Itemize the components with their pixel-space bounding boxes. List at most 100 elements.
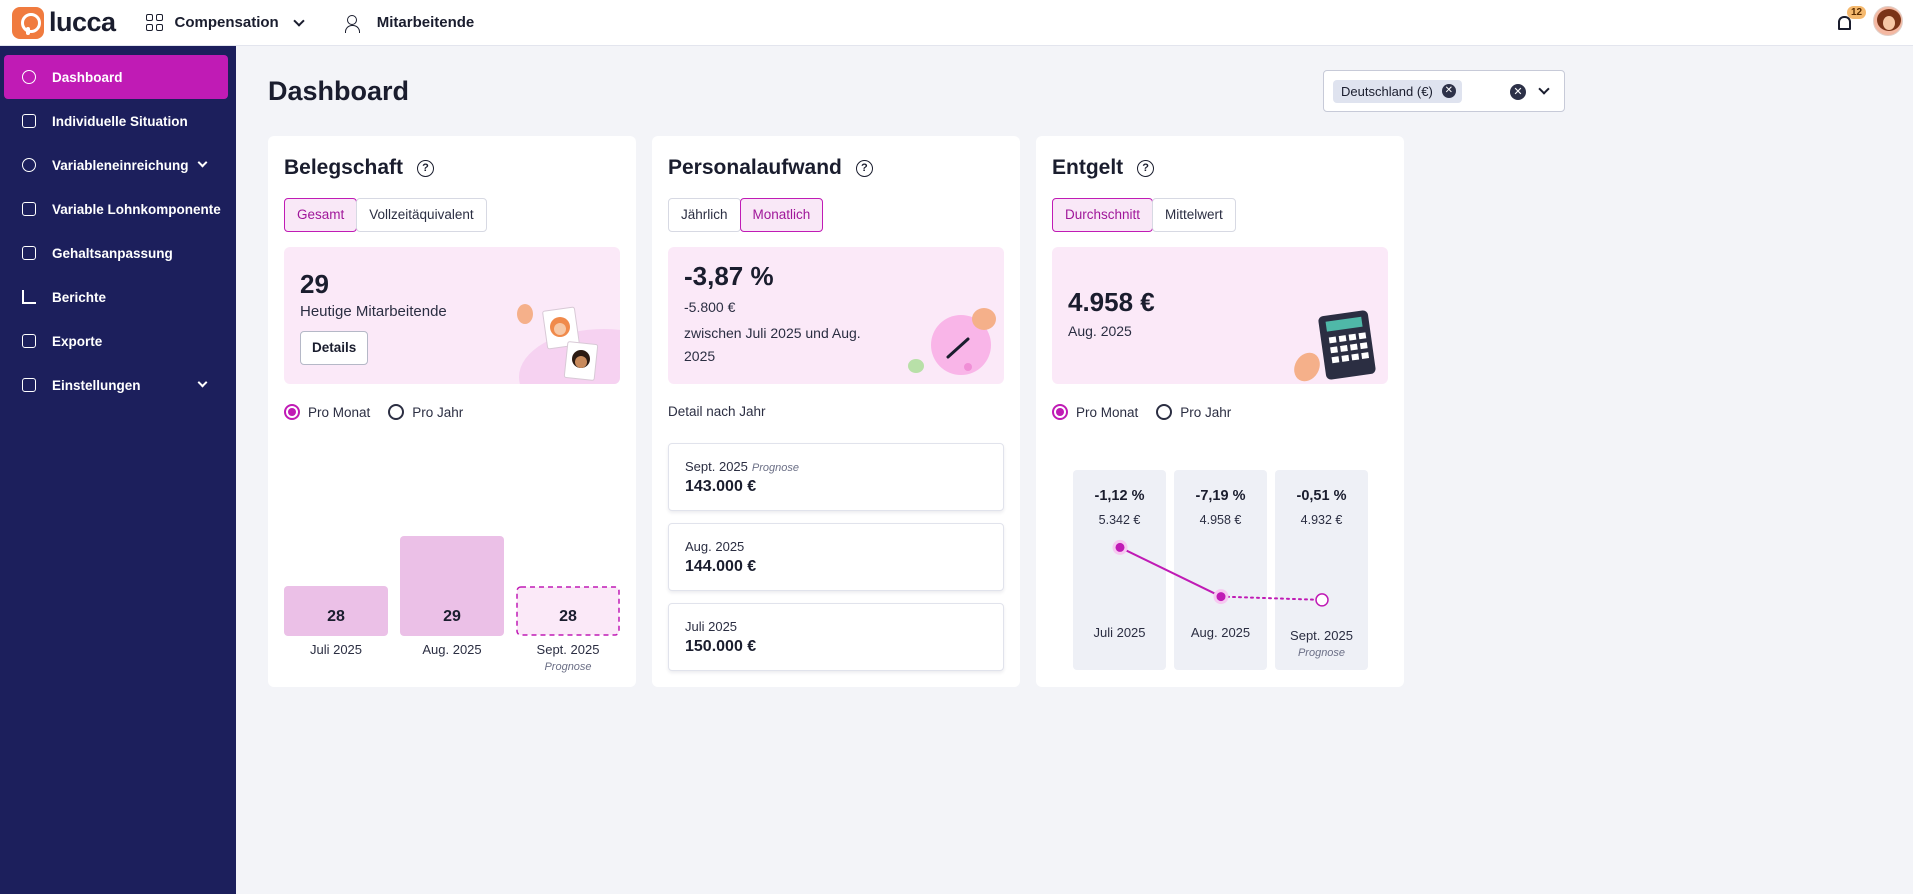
- gauge-icon: [20, 68, 38, 86]
- headcount-value: 29: [300, 269, 329, 299]
- salary-amount: 5.342 €: [1098, 513, 1141, 527]
- forecast-tag: Prognose: [544, 661, 592, 673]
- sidebar-item-dashboard[interactable]: Dashboard: [4, 55, 228, 99]
- salary-change-pct: -0,51 %: [1296, 488, 1347, 504]
- bar-category-label: Sept. 2025: [536, 642, 600, 657]
- year-label-text: Aug. 2025: [685, 539, 745, 554]
- salary-metric-toggle: Durchschnitt Mittelwert: [1052, 198, 1236, 232]
- tab-total[interactable]: Gesamt: [284, 198, 358, 232]
- help-icon[interactable]: ?: [417, 159, 435, 177]
- headcount-bar[interactable]: [400, 536, 504, 636]
- people-illustration-icon: [517, 304, 620, 384]
- card-title: Entgelt ?: [1052, 156, 1155, 180]
- salary-period-label: Aug. 2025: [1190, 625, 1251, 640]
- radio-per-month[interactable]: Pro Monat: [284, 404, 370, 420]
- sidebar-item-label: Variableneinreichung: [52, 157, 189, 173]
- employees-link-label: Mitarbeitende: [376, 14, 475, 31]
- piggy-bank-illustration-icon: [908, 308, 996, 375]
- forecast-tag: Prognose: [1297, 647, 1346, 659]
- cost-period-toggle: Jährlich Monatlich: [668, 198, 824, 232]
- chevron-down-icon: [197, 157, 208, 168]
- cost-hero: -3,87 % -5.800 € zwischen Juli 2025 und …: [668, 247, 1004, 384]
- sidebar-item-salary-adjustment[interactable]: Gehaltsanpassung: [4, 231, 228, 275]
- sidebar-item-reports[interactable]: Berichte: [4, 275, 228, 319]
- year-row[interactable]: Sept. 2025 Prognose 143.000 €: [668, 443, 1004, 511]
- headcount-toggle: Gesamt Vollzeitäquivalent: [284, 198, 487, 232]
- sidebar-item-variable-pay[interactable]: Variable Lohnkomponente: [4, 187, 228, 231]
- year-label-text: Sept. 2025: [685, 459, 748, 474]
- year-label-text: Juli 2025: [685, 619, 738, 634]
- sidebar-item-label: Dashboard: [52, 69, 123, 85]
- salary-change-pct: -1,12 %: [1094, 488, 1145, 504]
- clear-selection-icon[interactable]: ✕: [1510, 84, 1526, 100]
- details-button[interactable]: Details: [300, 331, 369, 365]
- tab-monthly[interactable]: Monatlich: [739, 198, 824, 232]
- bar-category-label: Juli 2025: [309, 642, 363, 657]
- page-title: Dashboard: [268, 76, 410, 106]
- lucca-logo[interactable]: lucca: [12, 6, 116, 39]
- top-bar: lucca Compensation Mitarbeitende 12: [0, 0, 1913, 46]
- card-title: Personalaufwand ?: [668, 156, 873, 180]
- radio-per-month[interactable]: Pro Monat: [1052, 404, 1138, 420]
- salary-column: -0,51 % 4.932 € Sept. 2025 Prognose: [1275, 470, 1368, 670]
- sidebar-item-label: Einstellungen: [52, 377, 141, 393]
- bar-category-label: Aug. 2025: [422, 642, 482, 657]
- user-avatar[interactable]: [1873, 6, 1903, 36]
- radio-per-year[interactable]: Pro Jahr: [388, 404, 463, 420]
- tab-fte[interactable]: Vollzeitäquivalent: [356, 198, 487, 232]
- year-value: 144.000 €: [685, 558, 757, 575]
- country-chip: Deutschland (€) ✕: [1333, 79, 1462, 103]
- card-title-text: Personalaufwand: [668, 156, 842, 179]
- headcount-card: Belegschaft ? Gesamt Vollzeitäquivalent …: [268, 136, 636, 687]
- chevron-down-icon[interactable]: [1538, 83, 1550, 95]
- radio-label: Pro Monat: [1076, 404, 1139, 420]
- sidebar-item-exports[interactable]: Exporte: [4, 319, 228, 363]
- lucca-logo-icon: [12, 6, 44, 39]
- tab-yearly[interactable]: Jährlich: [668, 198, 741, 232]
- clipboard-icon: [20, 244, 38, 262]
- help-icon[interactable]: ?: [855, 159, 873, 177]
- bar-value-label: 29: [443, 608, 461, 625]
- card-title-text: Belegschaft: [284, 156, 404, 179]
- help-icon[interactable]: ?: [1137, 159, 1155, 177]
- employees-link[interactable]: Mitarbeitende: [344, 14, 475, 33]
- salary-amount: 4.958 €: [1199, 513, 1242, 527]
- calculator-illustration-icon: [1294, 310, 1376, 382]
- sidebar-item-settings[interactable]: Einstellungen: [4, 363, 228, 407]
- sidebar: Dashboard Individuelle Situation Variabl…: [0, 46, 236, 894]
- notifications-button[interactable]: 12: [1831, 6, 1867, 35]
- detail-by-year-caption: Detail nach Jahr: [668, 404, 766, 419]
- year-row[interactable]: Aug. 2025 144.000 €: [668, 523, 1004, 591]
- headcount-bar[interactable]: [284, 586, 388, 636]
- year-label: Juli 2025: [685, 619, 737, 634]
- app-switcher[interactable]: Compensation: [145, 14, 305, 31]
- chevron-down-icon: [293, 14, 305, 27]
- radio-dot: [1052, 404, 1068, 420]
- card-title-text: Entgelt: [1052, 156, 1124, 179]
- headcount-label: Heutige Mitarbeitende: [300, 303, 447, 320]
- year-value: 143.000 €: [685, 478, 757, 495]
- salary-value: 4.958 €: [1068, 287, 1155, 317]
- sidebar-item-label: Exporte: [52, 333, 103, 349]
- salary-period-radio: Pro Monat Pro Jahr: [1052, 404, 1249, 420]
- remove-chip-icon[interactable]: ✕: [1441, 84, 1456, 98]
- sidebar-item-individual-situation[interactable]: Individuelle Situation: [4, 99, 228, 143]
- apps-grid-icon: [145, 14, 163, 31]
- salary-period: Aug. 2025: [1068, 323, 1132, 339]
- wallet-icon: [20, 200, 38, 218]
- tab-average[interactable]: Durchschnitt: [1052, 198, 1154, 232]
- sidebar-item-label: Variable Lohnkomponente: [52, 201, 221, 217]
- personnel-cost-card: Personalaufwand ? Jährlich Monatlich -3,…: [652, 136, 1020, 687]
- radio-per-year[interactable]: Pro Jahr: [1156, 404, 1231, 420]
- cost-change-desc: zwischen Juli 2025 und Aug. 2025: [684, 325, 861, 364]
- radio-dot: [388, 404, 405, 420]
- radio-dot: [1156, 404, 1173, 420]
- year-row[interactable]: Juli 2025 150.000 €: [668, 603, 1004, 671]
- piggy-icon: [20, 156, 38, 174]
- sidebar-item-variable-submission[interactable]: Variableneinreichung: [4, 143, 228, 187]
- country-select[interactable]: Deutschland (€) ✕ ✕: [1323, 70, 1565, 112]
- salary-column: -1,12 % 5.342 € Juli 2025: [1073, 470, 1166, 670]
- headcount-bar[interactable]: [516, 586, 620, 636]
- headcount-period-radio: Pro Monat Pro Jahr: [284, 404, 481, 420]
- tab-median[interactable]: Mittelwert: [1152, 198, 1236, 232]
